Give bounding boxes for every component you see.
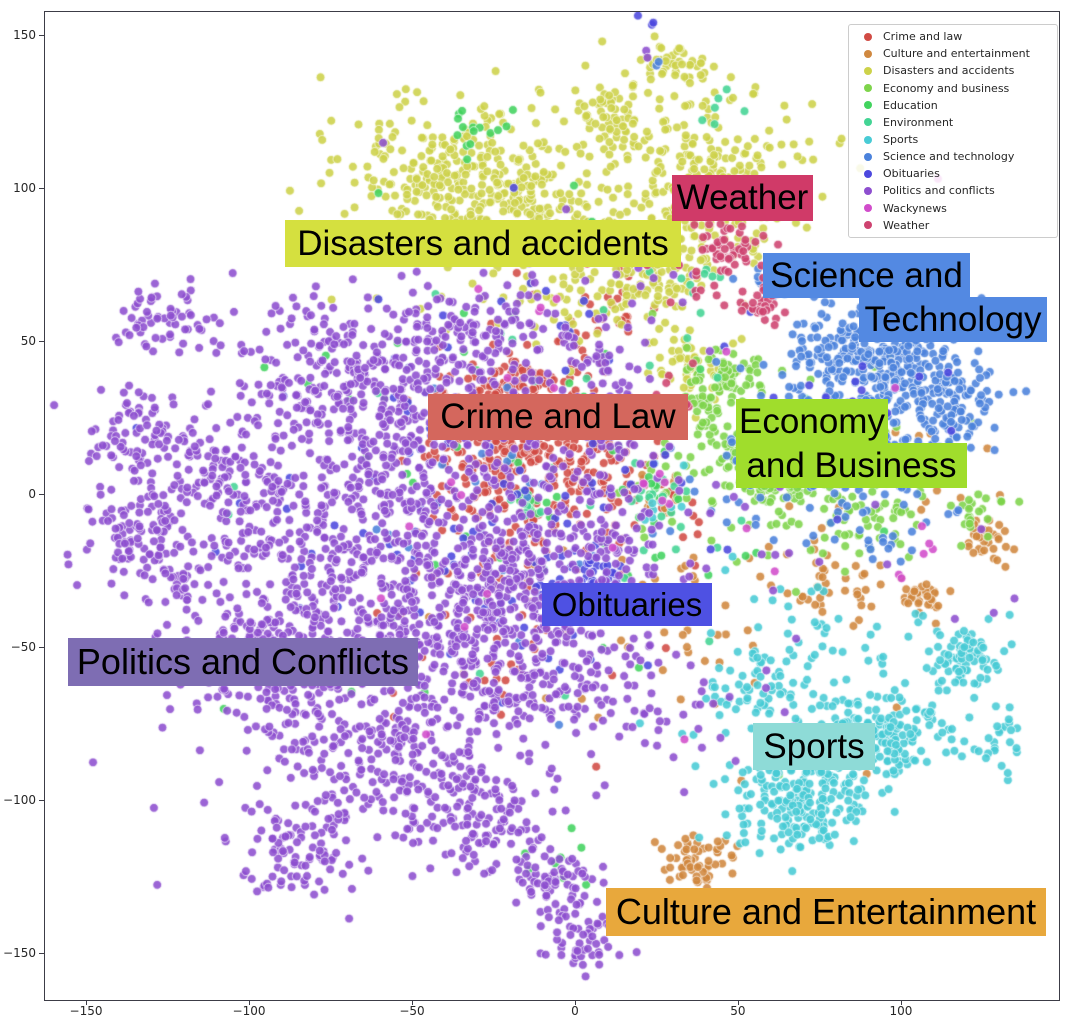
legend-item: Science and technology xyxy=(849,149,1057,165)
legend-item: Sports xyxy=(849,132,1057,148)
cluster-label-politics-and-conflicts: Politics and Conflicts xyxy=(68,638,418,686)
legend-color-dot xyxy=(864,84,872,93)
x-tick-mark xyxy=(737,1000,740,1005)
y-tick-label: 0 xyxy=(28,486,36,501)
legend-item-label: Weather xyxy=(883,218,930,232)
x-tick-label: −100 xyxy=(232,1004,266,1018)
legend-item: Environment xyxy=(849,114,1057,130)
legend-item: Obituaries xyxy=(849,166,1057,182)
legend-item-label: Culture and entertainment xyxy=(883,47,1030,61)
legend-color-dot xyxy=(864,169,872,178)
legend-color-dot xyxy=(864,118,872,127)
cluster-label-culture-and-entertainment: Culture and Entertainment xyxy=(606,888,1046,936)
y-tick-label: 100 xyxy=(13,180,36,195)
y-tick-mark xyxy=(39,187,44,190)
legend-box: Crime and law Culture and entertainment … xyxy=(848,24,1058,238)
legend-item: Disasters and accidents xyxy=(849,63,1057,79)
legend-color-dot xyxy=(864,32,872,41)
x-tick-label: 0 xyxy=(571,1004,579,1018)
y-tick-label: 50 xyxy=(20,333,36,348)
cluster-label-sports: Sports xyxy=(753,723,875,770)
y-tick-label: −50 xyxy=(10,640,36,655)
cluster-label-obituaries: Obituaries xyxy=(542,583,712,626)
x-tick-label: 50 xyxy=(730,1004,746,1018)
legend-item-label: Obituaries xyxy=(883,167,940,181)
legend-color-dot xyxy=(864,186,872,195)
legend-item-label: Environment xyxy=(883,115,954,129)
legend-color-dot xyxy=(864,66,872,75)
x-tick-mark xyxy=(900,1000,903,1005)
x-tick-mark xyxy=(249,1000,251,1005)
legend-color-dot xyxy=(864,152,872,161)
legend-item-label: Disasters and accidents xyxy=(883,64,1015,78)
x-tick-label: 100 xyxy=(889,1004,913,1018)
x-tick-label: −150 xyxy=(69,1004,103,1018)
legend-item: Economy and business xyxy=(849,80,1057,96)
cluster-label-technology: Technology xyxy=(859,297,1047,342)
y-tick-mark xyxy=(39,800,44,802)
cluster-label-weather: Weather xyxy=(672,175,813,221)
x-tick-mark xyxy=(86,1000,88,1005)
legend-color-dot xyxy=(864,101,872,110)
legend-item: Education xyxy=(849,97,1057,113)
x-tick-label: −50 xyxy=(399,1004,425,1018)
legend-color-dot xyxy=(864,49,872,58)
legend-color-dot xyxy=(864,221,872,230)
cluster-label-science-and: Science and xyxy=(763,253,970,298)
y-tick-mark xyxy=(39,953,44,955)
legend-item-label: Science and technology xyxy=(883,150,1015,164)
cluster-label-economy: Economy xyxy=(736,399,888,444)
x-tick-mark xyxy=(411,1000,414,1005)
legend-item-label: Economy and business xyxy=(883,81,1010,95)
legend-item: Crime and law xyxy=(849,29,1057,45)
cluster-label-disasters-and-accidents: Disasters and accidents xyxy=(285,220,681,267)
legend-color-dot xyxy=(864,135,872,144)
legend-item-label: Politics and conflicts xyxy=(883,184,995,198)
legend-item-label: Crime and law xyxy=(883,30,963,44)
y-tick-mark xyxy=(39,34,44,37)
legend-item-label: Education xyxy=(883,98,938,112)
cluster-label-crime-and-law: Crime and Law xyxy=(428,394,688,440)
y-tick-label: 150 xyxy=(13,27,36,42)
legend-item-label: Wackynews xyxy=(883,201,947,215)
y-tick-mark xyxy=(39,647,44,649)
legend-item: Culture and entertainment xyxy=(849,46,1057,62)
legend-item: Wackynews xyxy=(849,200,1057,216)
y-tick-mark xyxy=(39,340,44,343)
legend-item: Politics and conflicts xyxy=(849,183,1057,199)
x-tick-mark xyxy=(574,1000,577,1005)
y-tick-label: −150 xyxy=(3,946,36,961)
legend-item-label: Sports xyxy=(883,133,919,147)
y-tick-label: −100 xyxy=(3,793,36,808)
legend-item: Weather xyxy=(849,217,1057,233)
cluster-label-and-business: and Business xyxy=(736,443,967,488)
legend-color-dot xyxy=(864,204,872,213)
y-tick-mark xyxy=(39,493,44,496)
